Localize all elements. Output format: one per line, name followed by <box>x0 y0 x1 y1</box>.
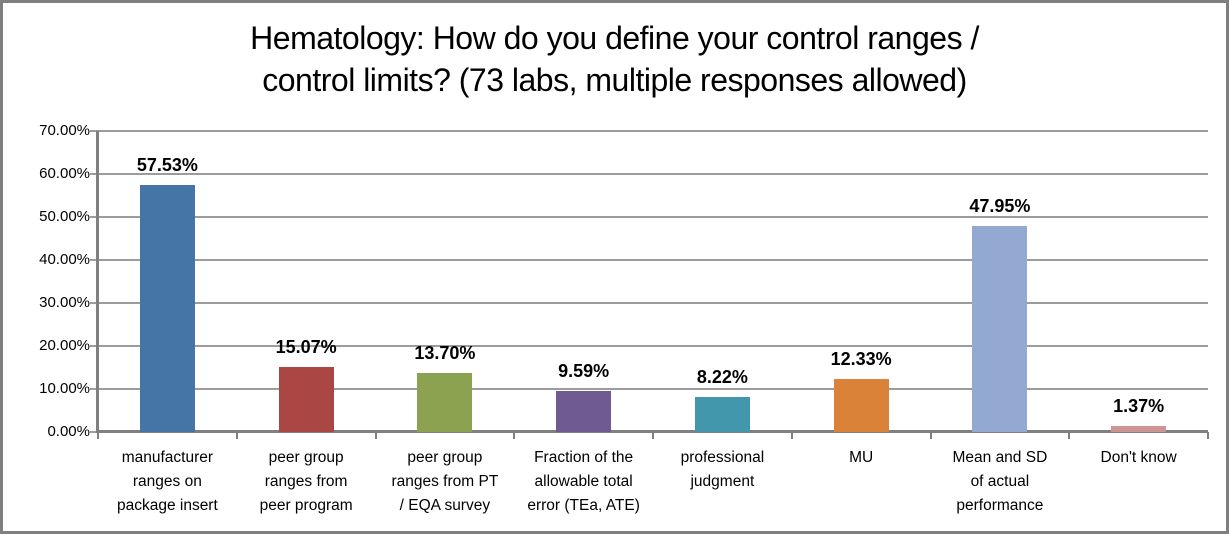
gridline <box>98 388 1208 390</box>
x-axis-line <box>96 430 1208 433</box>
y-axis-label: 60.00% <box>39 165 90 182</box>
gridline <box>98 173 1208 175</box>
y-axis-label: 0.00% <box>47 423 90 440</box>
y-axis-tick <box>90 216 98 218</box>
gridline <box>98 130 1208 132</box>
x-axis-label: manufacturer ranges on package insert <box>116 449 218 514</box>
x-axis-tick <box>97 432 99 439</box>
bar <box>417 373 473 432</box>
x-axis-tick <box>790 432 793 439</box>
bar <box>278 367 334 432</box>
bar-value-label: 13.70% <box>414 343 476 364</box>
chart-title-line2: control limits? (73 labs, multiple respo… <box>262 62 967 98</box>
x-axis-tick <box>513 432 516 439</box>
y-axis-tick <box>90 130 98 132</box>
bar <box>556 390 612 432</box>
y-axis-tick <box>90 388 98 390</box>
x-axis-label: MU <box>849 449 874 466</box>
chart-title: Hematology: How do you define your contr… <box>3 17 1226 101</box>
y-axis-label: 70.00% <box>39 122 90 139</box>
y-axis-label: 30.00% <box>39 294 90 311</box>
bar-value-label: 15.07% <box>275 337 337 358</box>
y-axis-tick <box>90 431 98 433</box>
bar-value-label: 57.53% <box>136 154 198 175</box>
gridline <box>98 302 1208 304</box>
x-axis-tick <box>652 432 654 439</box>
x-axis-tick <box>235 432 238 439</box>
bar <box>833 378 889 432</box>
gridline <box>98 216 1208 218</box>
y-axis-tick <box>90 302 98 304</box>
y-axis-label: 50.00% <box>39 208 90 225</box>
x-axis-label: peer group ranges from peer program <box>259 449 353 514</box>
chart-title-line1: Hematology: How do you define your contr… <box>250 20 979 56</box>
x-axis-tick <box>374 432 377 439</box>
bar-value-label: 8.22% <box>696 366 748 387</box>
x-axis-tick <box>1068 432 1071 439</box>
x-axis-label: peer group ranges from PT / EQA survey <box>391 449 499 514</box>
bar <box>972 225 1028 432</box>
y-axis-label: 40.00% <box>39 251 90 268</box>
x-axis-label: Don't know <box>1100 449 1177 466</box>
bar <box>694 396 750 432</box>
gridline <box>98 259 1208 261</box>
y-axis-tick <box>90 173 98 175</box>
y-axis-label: 10.00% <box>39 380 90 397</box>
x-axis-label: professional judgment <box>680 449 765 490</box>
bar-value-label: 9.59% <box>558 360 610 381</box>
bar <box>139 184 195 432</box>
x-axis-tick <box>929 432 932 439</box>
x-axis-label: Fraction of the allowable total error (T… <box>527 449 640 514</box>
bar-value-label: 12.33% <box>830 348 892 369</box>
y-axis-tick <box>90 259 98 261</box>
bar <box>1111 426 1167 432</box>
y-axis-line <box>96 131 99 432</box>
gridline <box>98 345 1208 347</box>
bar-value-label: 1.37% <box>1113 396 1165 417</box>
x-axis-tick <box>1207 432 1209 439</box>
y-axis-label: 20.00% <box>39 337 90 354</box>
bar-value-label: 47.95% <box>969 195 1031 216</box>
x-axis-label: Mean and SD of actual performance <box>952 449 1048 514</box>
y-axis-tick <box>90 345 98 347</box>
